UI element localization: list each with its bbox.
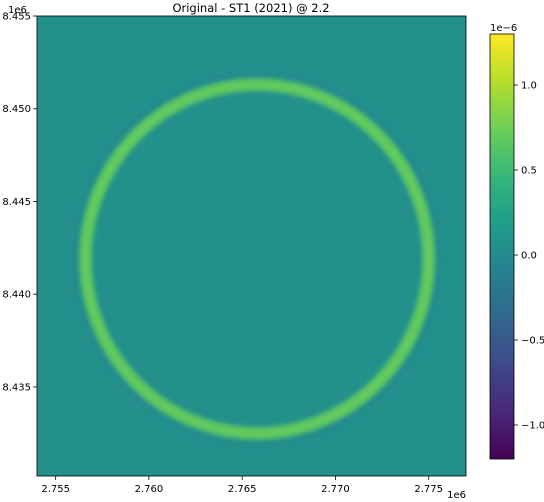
y-tick-label: 8.445 [2,197,31,208]
x-tick-label: 2.770 [321,484,350,495]
colorbar-tick-label: −0.5 [521,336,544,347]
y-axis-offset-label: 1e6 [8,5,27,16]
chart-title: Original - ST1 (2021) @ 2.2 [172,1,329,15]
x-tick-label: 2.775 [414,484,443,495]
x-tick-label: 2.760 [135,484,164,495]
y-tick-label: 8.440 [2,290,31,301]
colorbar-offset-label: 1e−6 [490,23,517,34]
colorbar-tick-label: 1.0 [521,81,537,92]
x-tick-label: 2.765 [228,484,257,495]
colorbar-tick-label: 0.5 [521,166,537,177]
colorbar-tick-label: 0.0 [521,251,537,262]
x-axis-offset-label: 1e6 [447,490,466,501]
plot-frame [36,15,467,477]
colorbar-scale [489,33,515,460]
y-tick-label: 8.455 [2,12,31,23]
y-axis: 8.455 8.450 8.445 8.440 8.435 [2,12,37,393]
colorbar: 1e−6 1.0 0.5 0.0 −0.5 −1.0 [489,23,544,460]
plot-area [36,15,467,477]
y-tick-label: 8.435 [2,382,31,393]
colorbar-ticks: 1.0 0.5 0.0 −0.5 −1.0 [514,81,544,432]
ring-core [82,82,432,436]
x-tick-label: 2.755 [41,484,70,495]
x-axis: 2.755 2.760 2.765 2.770 2.775 [41,476,443,495]
heatmap-background [37,16,466,476]
colorbar-tick-label: −1.0 [521,421,544,432]
y-tick-label: 8.450 [2,104,31,115]
